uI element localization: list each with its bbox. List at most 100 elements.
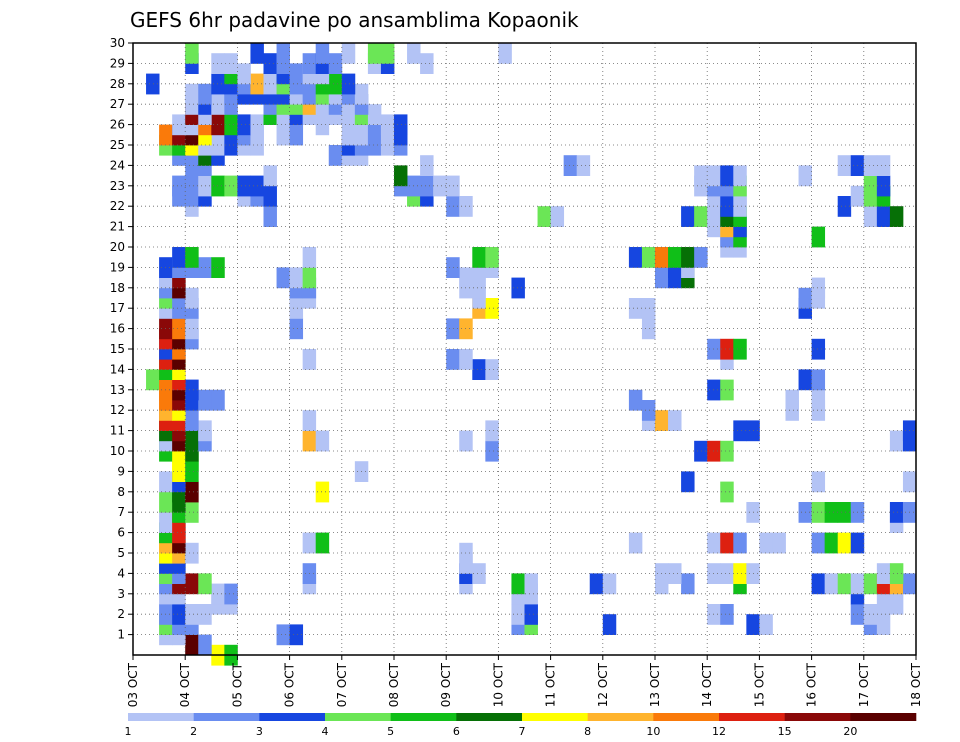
- heatmap-cell: [211, 583, 225, 605]
- colorbar-swatch: [193, 713, 260, 721]
- heatmap-cell: [146, 73, 160, 95]
- colorbar-swatch: [259, 713, 326, 721]
- heatmap-cell: [837, 573, 852, 595]
- heatmap-cell: [315, 430, 330, 452]
- heatmap-cell: [276, 124, 290, 146]
- heatmap-cell: [224, 134, 238, 156]
- y-tick-label: 8: [117, 485, 125, 499]
- heatmap-cell: [798, 165, 812, 187]
- heatmap-cell: [485, 420, 499, 442]
- heatmap-cell: [850, 573, 865, 595]
- heatmap-cell: [733, 420, 747, 442]
- heatmap-cell: [694, 247, 708, 268]
- heatmap-cell: [628, 247, 643, 268]
- heatmap-cell: [668, 247, 682, 268]
- heatmap-cell: [433, 175, 447, 197]
- y-tick-label: 1: [117, 628, 125, 642]
- heatmap-cell: [811, 389, 826, 411]
- y-tick-label: 9: [117, 464, 125, 478]
- heatmap-cell: [394, 165, 408, 187]
- colorbar-label: 10: [646, 725, 660, 738]
- heatmap-cell: [563, 155, 578, 176]
- heatmap-cell: [876, 206, 891, 227]
- colorbar-label: 20: [843, 725, 857, 738]
- heatmap-cell: [380, 114, 395, 136]
- x-tick-label: 08 OCT: [387, 662, 401, 707]
- colorbar-swatch: [653, 713, 720, 721]
- heatmap-cell: [655, 247, 669, 268]
- heatmap-cell: [485, 298, 499, 319]
- heatmap-cell: [837, 196, 852, 217]
- heatmap-cell: [185, 573, 199, 595]
- heatmap-cell: [889, 206, 904, 227]
- heatmap-cell: [380, 43, 395, 64]
- x-tick-label: 03 OCT: [126, 662, 140, 707]
- colorbar-label: 6: [453, 725, 460, 738]
- colorbar-label: 2: [190, 725, 197, 738]
- heatmap-cell: [198, 175, 212, 197]
- x-tick-label: 14 OCT: [700, 662, 714, 707]
- heatmap-cell: [498, 43, 512, 64]
- heatmap-cell: [185, 43, 199, 64]
- heatmap-cell: [302, 349, 317, 370]
- heatmap-cell: [889, 430, 904, 452]
- heatmap-cell: [198, 389, 212, 411]
- heatmap-cell: [720, 440, 734, 462]
- heatmap-cell: [198, 604, 212, 625]
- heatmap-cell: [837, 502, 852, 523]
- heatmap-cell: [863, 573, 878, 595]
- heatmap-cell: [446, 349, 460, 370]
- heatmap-cell: [759, 614, 773, 635]
- colorbar-label: 3: [256, 725, 263, 738]
- heatmap-cell: [367, 124, 382, 146]
- y-tick-label: 19: [110, 260, 125, 274]
- x-tick-label: 06 OCT: [283, 662, 297, 707]
- heatmap-cell: [367, 43, 382, 64]
- colorbar-swatch: [456, 713, 523, 721]
- heatmap-cell: [185, 634, 199, 656]
- y-tick-label: 11: [110, 424, 125, 438]
- heatmap-cell: [354, 83, 369, 105]
- heatmap-cell: [328, 73, 343, 95]
- y-axis: 1234567891011121314151617181920212223242…: [110, 36, 133, 642]
- heatmap-cell: [720, 563, 734, 584]
- heatmap-cell: [185, 379, 199, 401]
- heatmap-cell: [863, 155, 878, 176]
- y-tick-label: 13: [110, 383, 125, 397]
- heatmap-cell: [420, 175, 434, 197]
- colorbar-swatch: [719, 713, 785, 721]
- heatmap-cell: [485, 247, 499, 268]
- heatmap-cell: [159, 124, 173, 146]
- heatmap-cell: [211, 114, 225, 136]
- heatmap-cell: [172, 318, 186, 340]
- heatmap-cell: [315, 43, 330, 64]
- heatmap-cell: [315, 481, 330, 503]
- y-tick-label: 16: [110, 322, 125, 336]
- heatmap-cell: [811, 573, 826, 595]
- heatmap-cell: [185, 175, 199, 197]
- heatmap-cell: [172, 604, 186, 625]
- y-tick-label: 17: [110, 301, 125, 315]
- heatmap-cell: [146, 369, 160, 391]
- y-tick-label: 21: [110, 220, 125, 234]
- heatmap-cell: [863, 206, 878, 227]
- heatmap-cell: [459, 349, 473, 370]
- heatmap-cell: [341, 124, 356, 146]
- x-tick-label: 09 OCT: [439, 662, 453, 707]
- heatmap-cell: [759, 532, 773, 554]
- heatmap-cell: [289, 267, 304, 289]
- colorbar-label: 4: [322, 725, 329, 738]
- colorbar-label: 12: [712, 725, 726, 738]
- heatmap-cell: [811, 226, 826, 248]
- heatmap-cell: [224, 53, 238, 74]
- heatmap-cell: [172, 114, 186, 136]
- heatmap-cell: [824, 532, 839, 554]
- colorbar-swatch: [325, 713, 391, 721]
- heatmap-cell: [889, 502, 904, 523]
- heatmap-cell: [863, 604, 878, 625]
- colorbar-label: 1: [125, 725, 132, 738]
- heatmap-cell: [263, 206, 277, 227]
- heatmap-cell: [341, 73, 356, 95]
- heatmap-cell: [694, 440, 708, 462]
- heatmap-cell: [798, 287, 812, 309]
